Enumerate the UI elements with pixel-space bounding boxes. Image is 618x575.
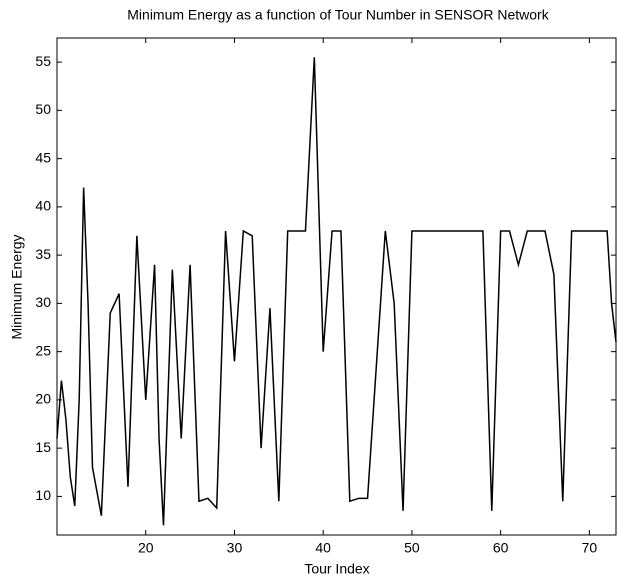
y-tick-label: 25 — [35, 342, 51, 358]
y-tick-label: 35 — [35, 246, 51, 262]
x-tick-label: 20 — [138, 540, 154, 556]
x-tick-label: 40 — [315, 540, 331, 556]
chart-title: Minimum Energy as a function of Tour Num… — [127, 7, 549, 23]
y-axis-label: Minimum Energy — [9, 234, 25, 339]
x-tick-label: 70 — [582, 540, 598, 556]
y-tick-label: 30 — [35, 294, 51, 310]
x-axis-label: Tour Index — [304, 561, 369, 575]
y-tick-label: 45 — [35, 149, 51, 165]
x-tick-label: 60 — [493, 540, 509, 556]
y-tick-label: 40 — [35, 198, 51, 214]
x-tick-label: 30 — [227, 540, 243, 556]
plot-frame — [56, 37, 617, 536]
y-tick-label: 10 — [35, 487, 51, 503]
x-tick-label: 50 — [404, 540, 420, 556]
y-tick-label: 15 — [35, 439, 51, 455]
y-tick-label: 50 — [35, 101, 51, 117]
y-tick-label: 20 — [35, 391, 51, 407]
y-tick-label: 55 — [35, 53, 51, 69]
data-line — [56, 57, 617, 526]
